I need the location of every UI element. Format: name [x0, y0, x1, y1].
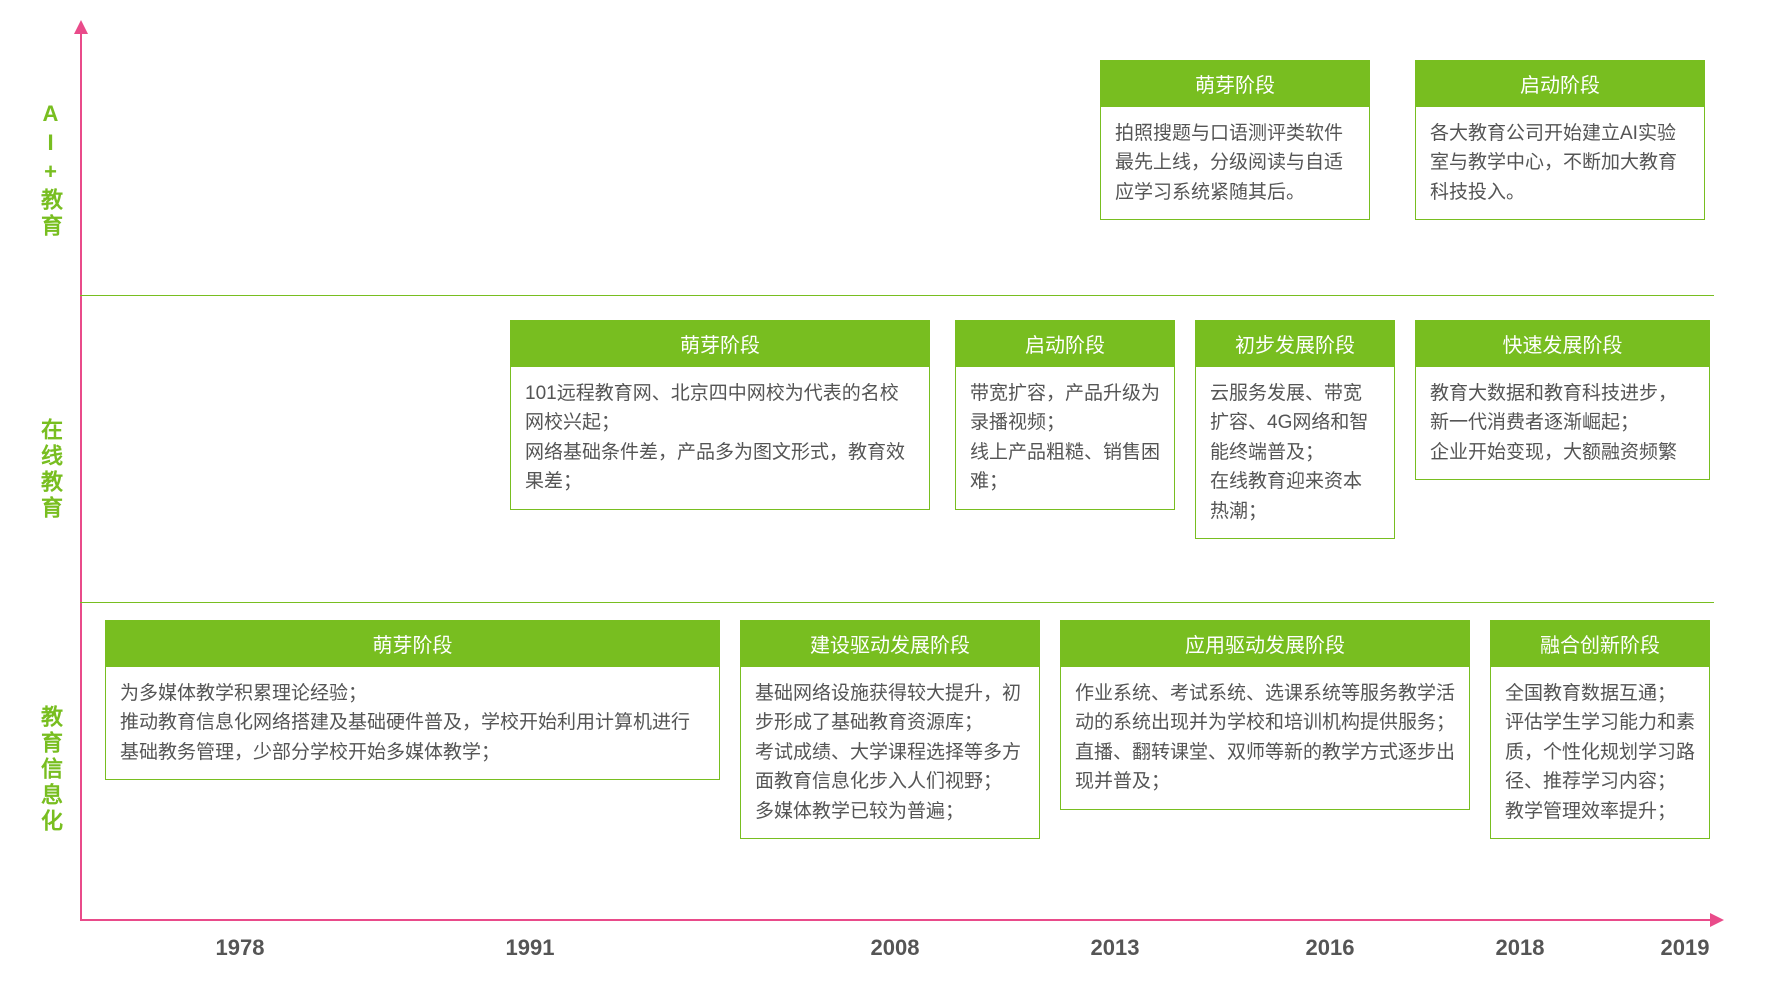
- info-cell-3-header: 应用驱动发展阶段: [1060, 620, 1470, 667]
- info-cell-1-body: 为多媒体教学积累理论经验； 推动教育信息化网络搭建及基础硬件普及，学校开始利用计…: [105, 667, 720, 780]
- online-cell-2-body: 带宽扩容，产品升级为录播视频； 线上产品粗糙、销售困难；: [955, 367, 1175, 510]
- ai-cell-1-body: 拍照搜题与口语测评类软件最先上线，分级阅读与自适应学习系统紧随其后。: [1100, 107, 1370, 220]
- info-cell-3: 应用驱动发展阶段作业系统、考试系统、选课系统等服务教学活动的系统出现并为学校和培…: [1060, 620, 1470, 810]
- ai-cell-2: 启动阶段各大教育公司开始建立AI实验室与教学中心，不断加大教育科技投入。: [1415, 60, 1705, 220]
- ai-cell-2-header: 启动阶段: [1415, 60, 1705, 107]
- online-cell-1: 萌芽阶段101远程教育网、北京四中网校为代表的名校网校兴起； 网络基础条件差，产…: [510, 320, 930, 510]
- year-1978: 1978: [216, 935, 265, 961]
- ai-cell-1: 萌芽阶段拍照搜题与口语测评类软件最先上线，分级阅读与自适应学习系统紧随其后。: [1100, 60, 1370, 220]
- year-2008: 2008: [871, 935, 920, 961]
- online-cell-3-header: 初步发展阶段: [1195, 320, 1395, 367]
- info-cell-1-header: 萌芽阶段: [105, 620, 720, 667]
- online-cell-2: 启动阶段带宽扩容，产品升级为录播视频； 线上产品粗糙、销售困难；: [955, 320, 1175, 510]
- info-cell-2-body: 基础网络设施获得较大提升，初步形成了基础教育资源库； 考试成绩、大学课程选择等多…: [740, 667, 1040, 839]
- online-cell-1-header: 萌芽阶段: [510, 320, 930, 367]
- online-cell-2-header: 启动阶段: [955, 320, 1175, 367]
- info-cell-4: 融合创新阶段全国教育数据互通； 评估学生学习能力和素质，个性化规划学习路径、推荐…: [1490, 620, 1710, 839]
- ai-cell-2-body: 各大教育公司开始建立AI实验室与教学中心，不断加大教育科技投入。: [1415, 107, 1705, 220]
- ai-cell-1-header: 萌芽阶段: [1100, 60, 1370, 107]
- year-2018: 2018: [1496, 935, 1545, 961]
- info-cell-4-body: 全国教育数据互通； 评估学生学习能力和素质，个性化规划学习路径、推荐学习内容； …: [1490, 667, 1710, 839]
- info-cell-1: 萌芽阶段为多媒体教学积累理论经验； 推动教育信息化网络搭建及基础硬件普及，学校开…: [105, 620, 720, 780]
- online-cell-4-body: 教育大数据和教育科技进步，新一代消费者逐渐崛起； 企业开始变现，大额融资频繁: [1415, 367, 1710, 480]
- row-divider-online-edu: [80, 602, 1714, 603]
- y-axis: [80, 30, 82, 921]
- online-cell-3: 初步发展阶段云服务发展、带宽扩容、4G网络和智能终端普及； 在线教育迎来资本热潮…: [1195, 320, 1395, 539]
- row-divider-ai-edu: [80, 295, 1714, 296]
- online-cell-4-header: 快速发展阶段: [1415, 320, 1710, 367]
- year-1991: 1991: [506, 935, 555, 961]
- info-cell-2: 建设驱动发展阶段基础网络设施获得较大提升，初步形成了基础教育资源库； 考试成绩、…: [740, 620, 1040, 839]
- year-2013: 2013: [1091, 935, 1140, 961]
- row-label-online-edu: 在线教育: [30, 380, 70, 560]
- online-cell-4: 快速发展阶段教育大数据和教育科技进步，新一代消费者逐渐崛起； 企业开始变现，大额…: [1415, 320, 1710, 480]
- row-label-edu-info: 教育信息化: [30, 660, 70, 880]
- info-cell-3-body: 作业系统、考试系统、选课系统等服务教学活动的系统出现并为学校和培训机构提供服务；…: [1060, 667, 1470, 810]
- online-cell-3-body: 云服务发展、带宽扩容、4G网络和智能终端普及； 在线教育迎来资本热潮；: [1195, 367, 1395, 539]
- timeline-chart: AI+教育萌芽阶段拍照搜题与口语测评类软件最先上线，分级阅读与自适应学习系统紧随…: [20, 20, 1734, 981]
- row-label-ai-edu: AI+教育: [30, 80, 70, 260]
- info-cell-2-header: 建设驱动发展阶段: [740, 620, 1040, 667]
- x-axis: [80, 919, 1714, 921]
- year-2019: 2019: [1661, 935, 1710, 961]
- year-2016: 2016: [1306, 935, 1355, 961]
- online-cell-1-body: 101远程教育网、北京四中网校为代表的名校网校兴起； 网络基础条件差，产品多为图…: [510, 367, 930, 510]
- info-cell-4-header: 融合创新阶段: [1490, 620, 1710, 667]
